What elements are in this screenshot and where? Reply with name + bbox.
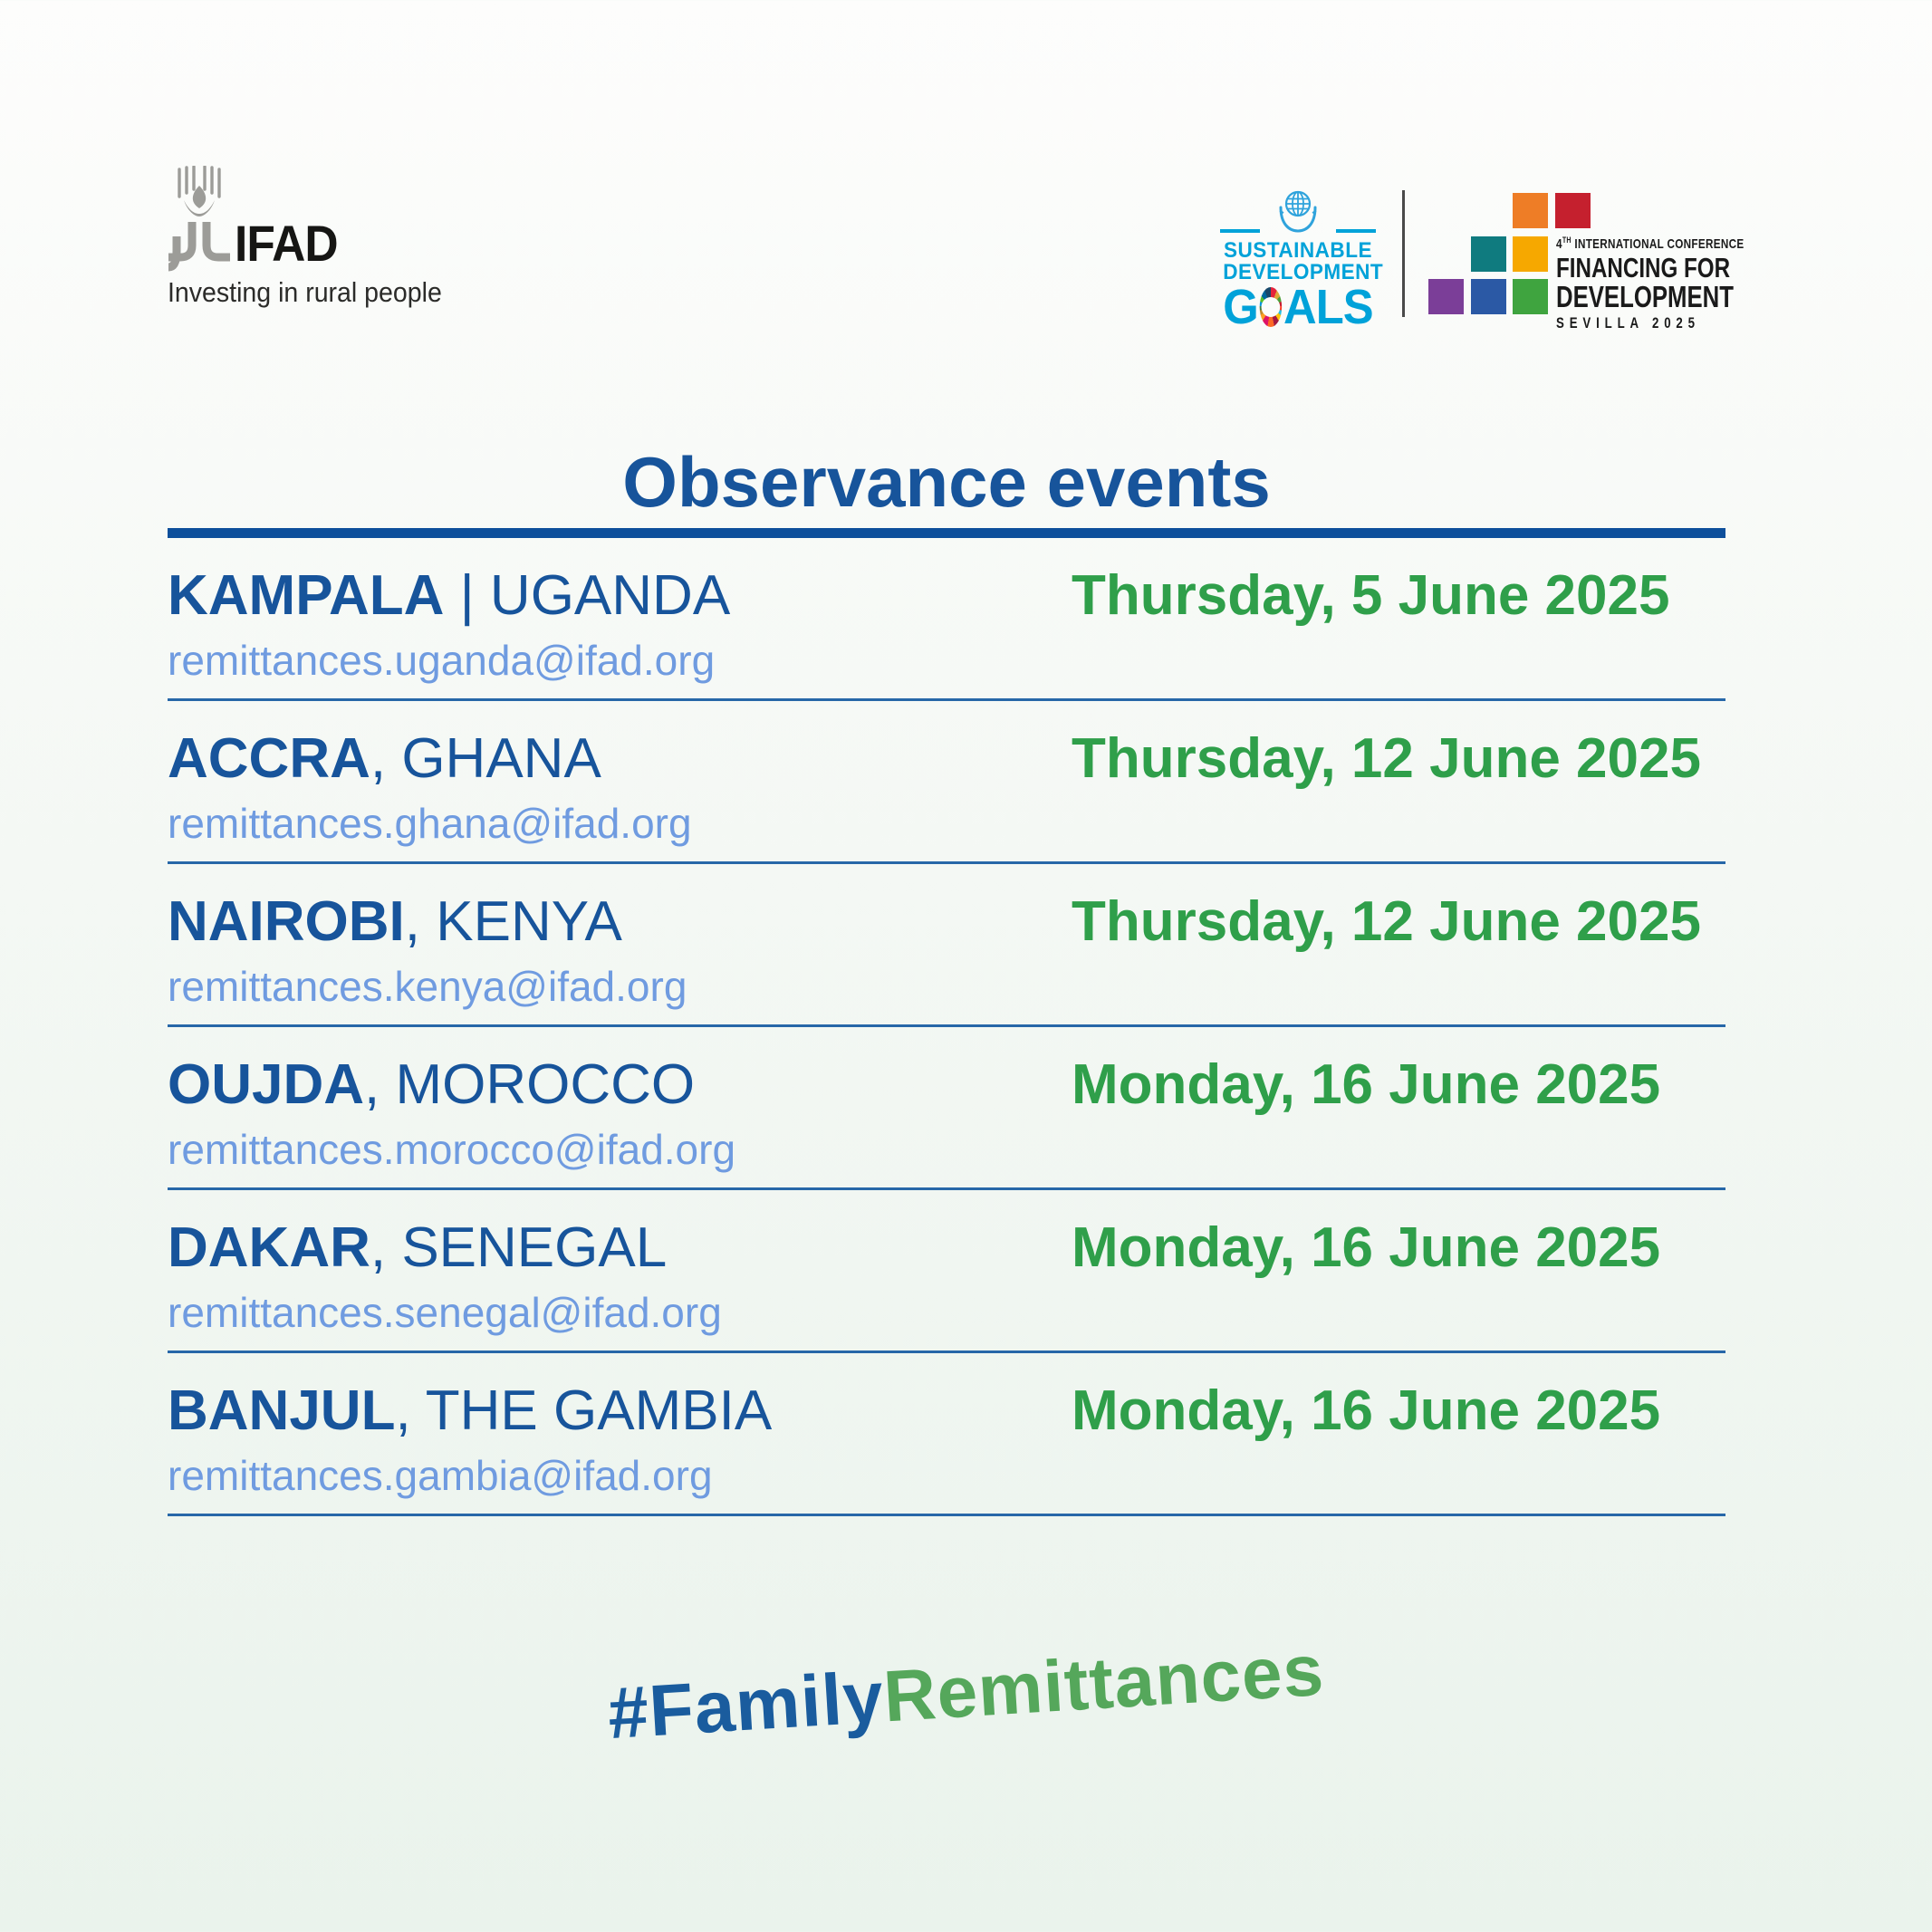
event-row: ACCRA, GHANA remittances.ghana@ifad.org … xyxy=(168,701,1725,864)
ifad-wheat-icon xyxy=(168,166,230,272)
hashtag-family: #Family xyxy=(605,1656,887,1754)
event-country: , KENYA xyxy=(404,890,622,953)
event-country: , THE GAMBIA xyxy=(395,1379,773,1442)
ffd-square-red xyxy=(1554,193,1591,228)
event-city: NAIROBI xyxy=(168,890,405,953)
ffd-financing-for: FINANCING FOR xyxy=(1556,252,1731,284)
sdg-right-dash xyxy=(1336,229,1376,233)
event-city-line: DAKAR, SENEGAL xyxy=(168,1218,1725,1278)
event-email: remittances.gambia@ifad.org xyxy=(168,1452,713,1499)
sdg-line-development: DEVELOPMENT xyxy=(1223,260,1384,284)
event-email: remittances.morocco@ifad.org xyxy=(168,1126,736,1173)
event-country: , MOROCCO xyxy=(364,1053,696,1116)
event-email: remittances.senegal@ifad.org xyxy=(168,1289,722,1336)
ifad-logo: IFAD Investing in rural people xyxy=(168,166,448,311)
event-email: remittances.kenya@ifad.org xyxy=(168,963,687,1010)
sdg-color-wheel-icon xyxy=(1259,287,1283,327)
sdg-goals-g: G xyxy=(1223,280,1258,334)
ffd-sevilla-2025: SEVILLA 2025 xyxy=(1556,314,1700,332)
event-city: DAKAR xyxy=(168,1216,370,1279)
title-rule xyxy=(168,528,1725,538)
event-row: NAIROBI, KENYA remittances.kenya@ifad.or… xyxy=(168,864,1725,1027)
event-city: OUJDA xyxy=(168,1053,365,1116)
logo-divider xyxy=(1402,190,1405,317)
ffd-squares-icon xyxy=(1428,193,1591,314)
event-country: | UGANDA xyxy=(444,564,731,627)
un-emblem-icon xyxy=(1279,190,1317,233)
event-city: ACCRA xyxy=(168,727,370,790)
sdg-line-sustainable: SUSTAINABLE xyxy=(1224,238,1372,263)
ffd-development: DEVELOPMENT xyxy=(1556,280,1734,313)
event-date: Thursday, 5 June 2025 xyxy=(1072,564,1670,627)
ffd-square-blue xyxy=(1470,279,1506,314)
event-city: KAMPALA xyxy=(168,564,445,627)
event-date: Monday, 16 June 2025 xyxy=(1072,1216,1661,1279)
ffd-square-purple xyxy=(1428,279,1464,314)
event-country: , SENEGAL xyxy=(370,1216,668,1279)
hashtag-remittances: Remittances xyxy=(881,1629,1327,1737)
ffd-square-yellow xyxy=(1513,235,1548,272)
event-city-line: OUJDA, MOROCCO xyxy=(168,1055,1725,1115)
sdg-goals-line: G ALS xyxy=(1223,280,1374,334)
ifad-tagline: Investing in rural people xyxy=(168,276,442,308)
event-city-line: BANJUL, THE GAMBIA xyxy=(168,1381,1725,1441)
sdg-left-dash xyxy=(1220,229,1260,233)
sdg-logo: SUSTAINABLE DEVELOPMENT G ALS xyxy=(1218,186,1384,334)
page-title: Observance events xyxy=(622,442,1271,522)
ffd-conference-line: 4TH INTERNATIONAL CONFERENCE xyxy=(1556,235,1745,252)
event-email: remittances.ghana@ifad.org xyxy=(168,800,692,847)
event-row: KAMPALA | UGANDA remittances.uganda@ifad… xyxy=(168,538,1725,701)
event-date: Thursday, 12 June 2025 xyxy=(1072,727,1701,790)
ffd-square-teal xyxy=(1470,235,1506,272)
event-row: OUJDA, MOROCCO remittances.morocco@ifad.… xyxy=(168,1027,1725,1190)
event-city-line: NAIROBI, KENYA xyxy=(168,892,1725,952)
ffd-square-green xyxy=(1513,279,1548,314)
event-country: , GHANA xyxy=(370,727,601,790)
event-date: Thursday, 12 June 2025 xyxy=(1072,890,1701,953)
event-row: BANJUL, THE GAMBIA remittances.gambia@if… xyxy=(168,1353,1725,1516)
ffd-square-orange xyxy=(1513,193,1548,228)
events-section: Observance events KAMPALA | UGANDA remit… xyxy=(168,446,1725,1516)
ffd-text: 4TH INTERNATIONAL CONFERENCE FINANCING F… xyxy=(1556,233,1768,332)
ifad-wordmark: IFAD xyxy=(235,215,339,272)
event-email: remittances.uganda@ifad.org xyxy=(168,637,716,684)
event-row: DAKAR, SENEGAL remittances.senegal@ifad.… xyxy=(168,1190,1725,1353)
event-city-line: KAMPALA | UGANDA xyxy=(168,566,1725,626)
event-date: Monday, 16 June 2025 xyxy=(1072,1379,1661,1442)
event-city-line: ACCRA, GHANA xyxy=(168,729,1725,789)
event-date: Monday, 16 June 2025 xyxy=(1072,1053,1661,1116)
events-list: KAMPALA | UGANDA remittances.uganda@ifad… xyxy=(168,538,1725,1516)
ffd-logo: 4TH INTERNATIONAL CONFERENCE FINANCING F… xyxy=(1428,193,1809,332)
hashtag: #FamilyRemittances xyxy=(0,1591,1932,1793)
event-city: BANJUL xyxy=(168,1379,396,1442)
sdg-goals-als: ALS xyxy=(1283,280,1374,334)
